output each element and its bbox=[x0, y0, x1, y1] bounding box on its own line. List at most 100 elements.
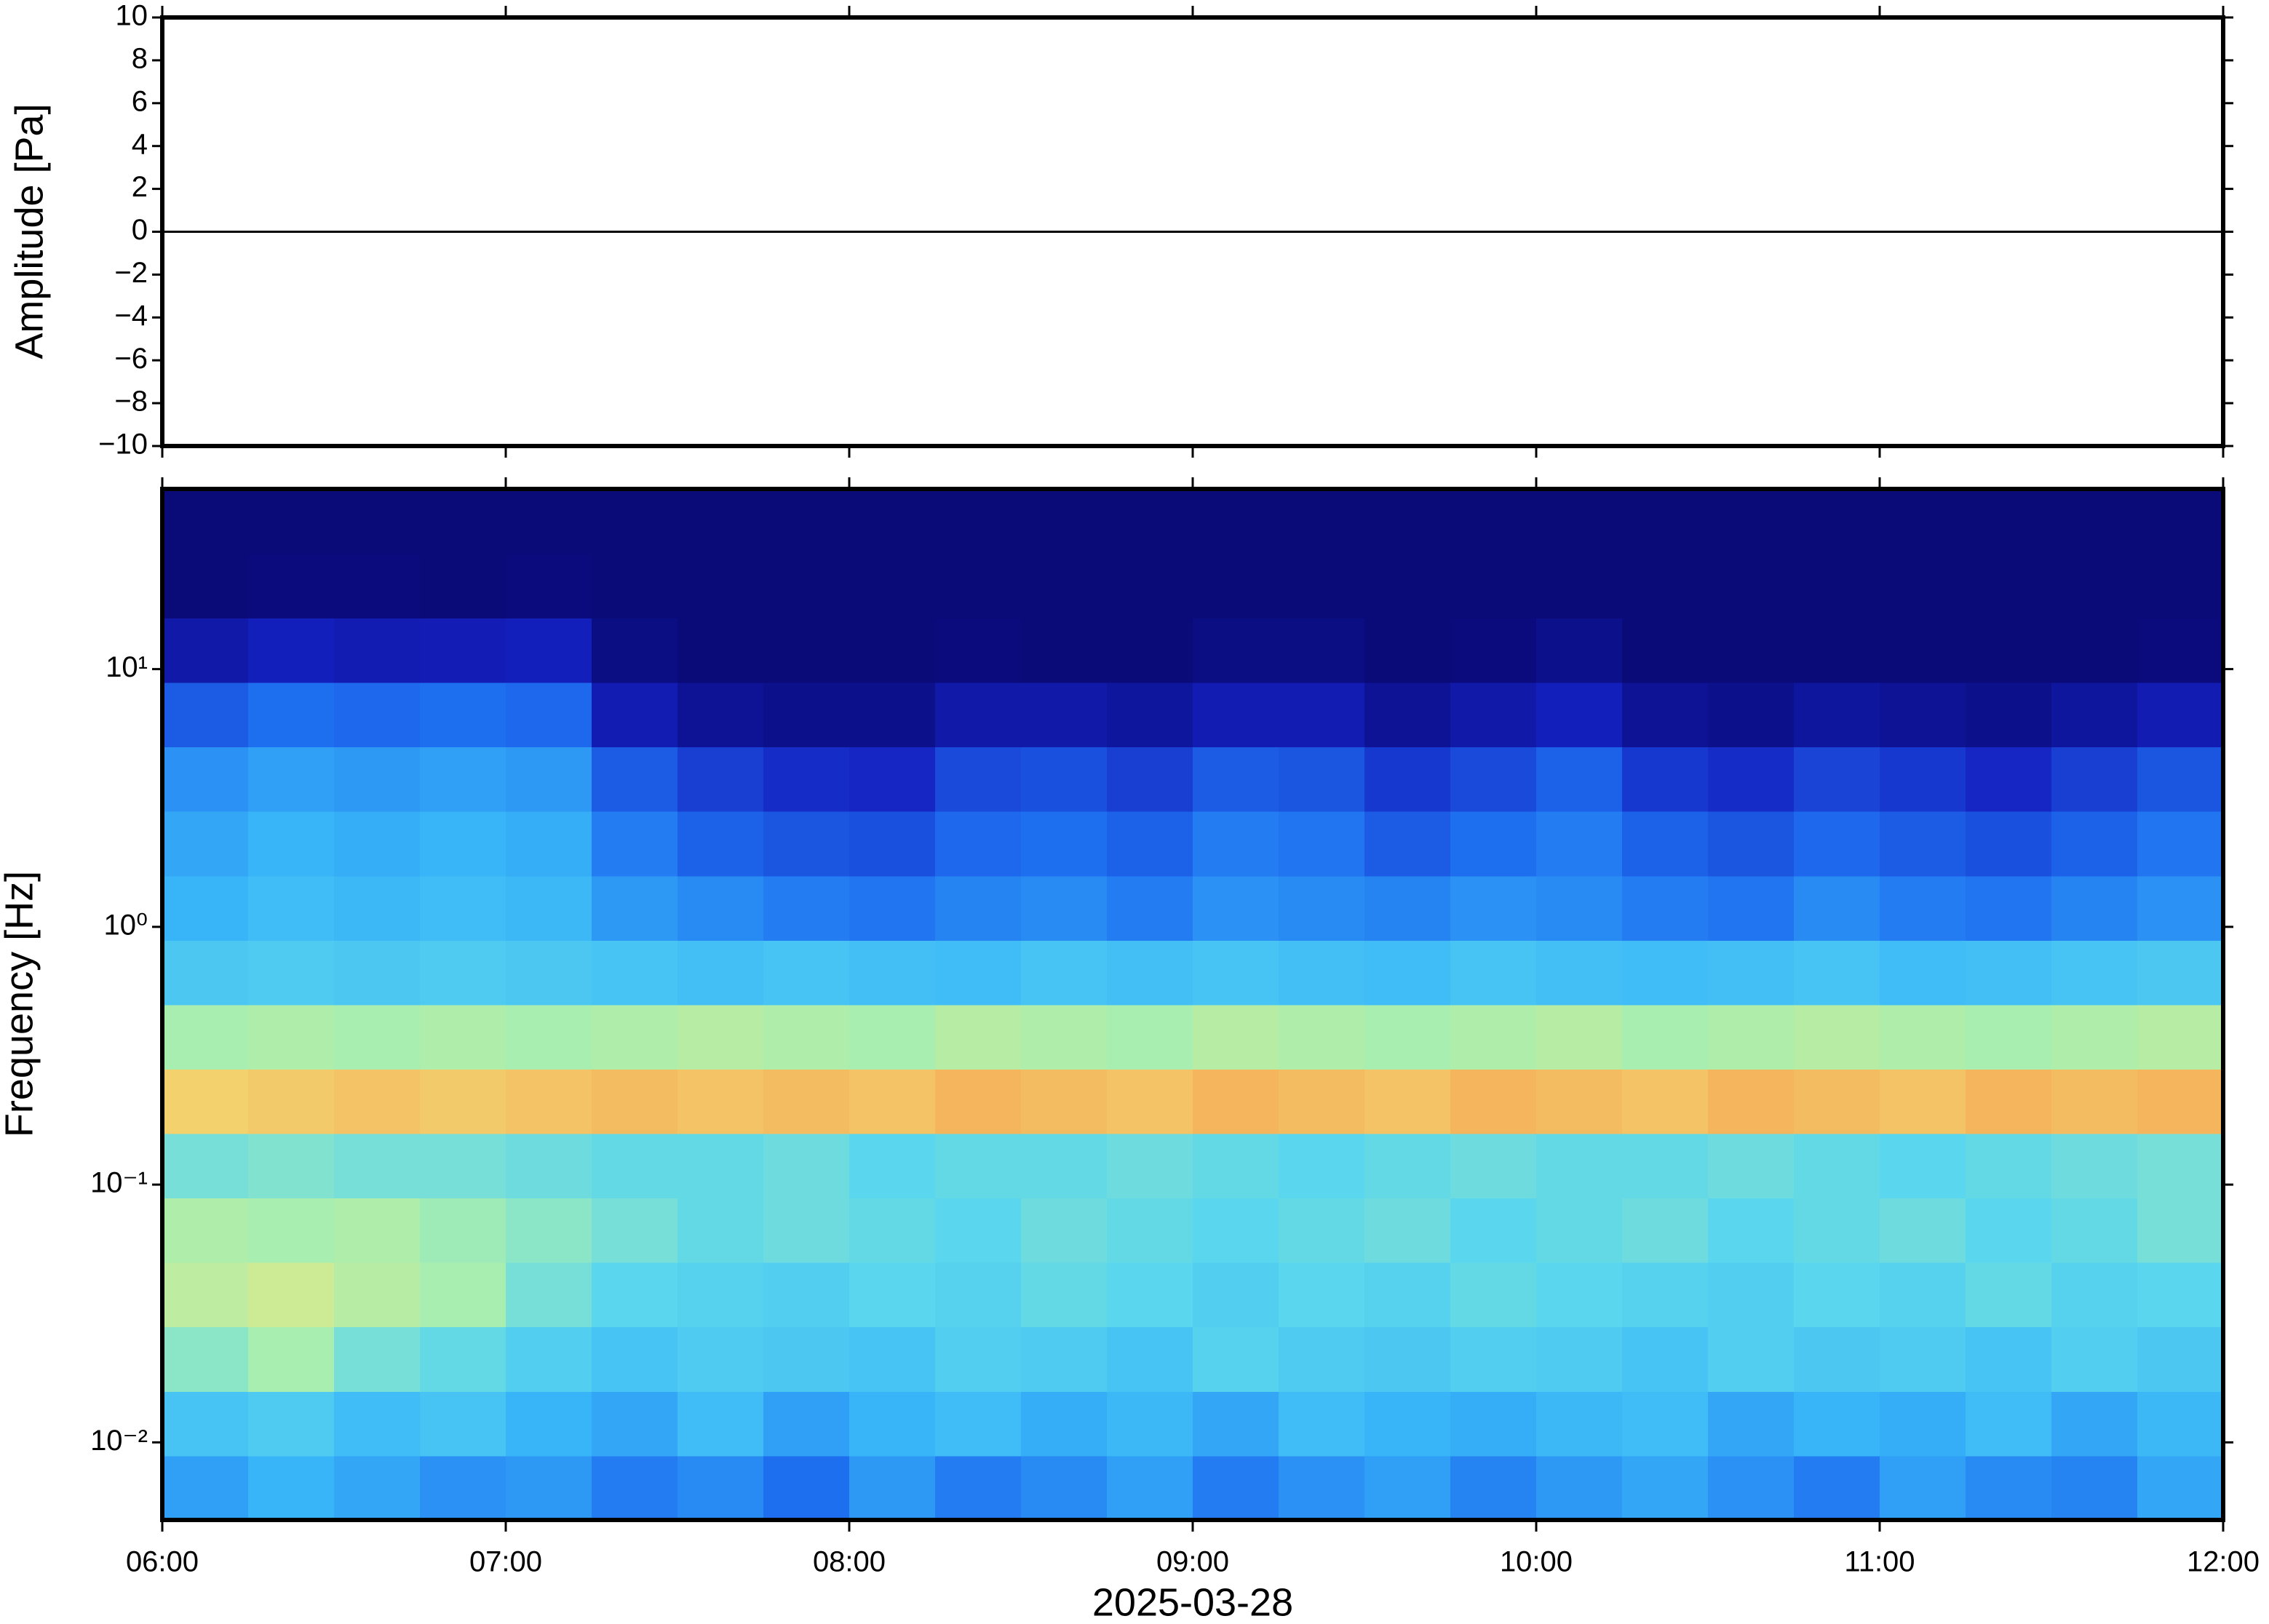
heat-cell bbox=[1536, 1390, 1623, 1457]
heat-cell bbox=[420, 875, 506, 941]
heat-cell bbox=[763, 1262, 850, 1328]
heat-cell bbox=[334, 1262, 421, 1328]
heat-cell bbox=[1880, 939, 1966, 1006]
heat-cell bbox=[1622, 682, 1709, 748]
heat-cell bbox=[1279, 1262, 1365, 1328]
heat-cell bbox=[1880, 1133, 1966, 1199]
heat-cell bbox=[677, 618, 764, 683]
heat-cell bbox=[162, 1069, 249, 1134]
heat-cell bbox=[592, 1069, 678, 1134]
heat-cell bbox=[334, 1004, 421, 1070]
heat-cell bbox=[334, 1455, 421, 1521]
heat-cell bbox=[935, 747, 1022, 812]
heat-cell bbox=[334, 1133, 421, 1199]
heat-cell bbox=[763, 811, 850, 877]
heat-cell bbox=[420, 1390, 506, 1457]
heat-cell bbox=[849, 1004, 936, 1070]
heat-cell bbox=[1107, 1326, 1193, 1392]
heat-cell bbox=[763, 618, 850, 683]
heat-cell bbox=[935, 1262, 1022, 1328]
heat-cell bbox=[420, 682, 506, 748]
heat-cell bbox=[677, 1455, 764, 1521]
heat-cell bbox=[2137, 1069, 2224, 1134]
heat-cell bbox=[1279, 1069, 1365, 1134]
heat-cell bbox=[1279, 811, 1365, 877]
heat-cell bbox=[1794, 618, 1880, 683]
heat-cell bbox=[2137, 1455, 2224, 1521]
heat-cell bbox=[2137, 1262, 2224, 1328]
heat-cell bbox=[1021, 553, 1108, 619]
heat-cell bbox=[1364, 1326, 1451, 1392]
heat-cell bbox=[1966, 811, 2052, 877]
heat-cell bbox=[1622, 1069, 1709, 1134]
heat-cell bbox=[763, 1004, 850, 1070]
heat-cell bbox=[1279, 489, 1365, 554]
heat-cell bbox=[162, 1455, 249, 1521]
heat-cell bbox=[1708, 1004, 1795, 1070]
heat-cell bbox=[1708, 939, 1795, 1006]
heat-cell bbox=[1622, 811, 1709, 877]
heat-cell bbox=[1450, 1004, 1537, 1070]
heat-cell bbox=[1021, 939, 1108, 1006]
heat-cell bbox=[334, 1069, 421, 1134]
heat-cell bbox=[849, 1262, 936, 1328]
heat-cell bbox=[935, 1133, 1022, 1199]
heat-cell bbox=[1021, 1004, 1108, 1070]
heat-cell bbox=[1622, 1133, 1709, 1199]
y-tick-label: 10 bbox=[116, 0, 148, 32]
heat-cell bbox=[1193, 747, 1279, 812]
heat-cell bbox=[506, 811, 592, 877]
heat-cell bbox=[420, 1326, 506, 1392]
heat-cell bbox=[592, 1326, 678, 1392]
heat-cell bbox=[1708, 811, 1795, 877]
heat-cell bbox=[1794, 489, 1880, 554]
heat-cell bbox=[1279, 682, 1365, 748]
x-tick-label: 08:00 bbox=[813, 1546, 886, 1578]
heat-cell bbox=[420, 1069, 506, 1134]
heat-cell bbox=[1794, 553, 1880, 619]
heat-cell bbox=[2137, 875, 2224, 941]
heat-cell bbox=[1364, 1262, 1451, 1328]
heat-cell bbox=[592, 1390, 678, 1457]
heat-cell bbox=[1193, 875, 1279, 941]
heat-cell bbox=[1966, 939, 2052, 1006]
heat-cell bbox=[1193, 1198, 1279, 1263]
heat-cell bbox=[1364, 1198, 1451, 1263]
x-tick-label: 12:00 bbox=[2187, 1546, 2260, 1578]
heat-cell bbox=[506, 1262, 592, 1328]
heat-cell bbox=[935, 1455, 1022, 1521]
heat-cell bbox=[1364, 489, 1451, 554]
heat-cell bbox=[506, 553, 592, 619]
heat-cell bbox=[2137, 618, 2224, 683]
heat-cell bbox=[1193, 1004, 1279, 1070]
heat-cell bbox=[420, 747, 506, 812]
heat-cell bbox=[1193, 553, 1279, 619]
heat-cell bbox=[1880, 811, 1966, 877]
heat-cell bbox=[1880, 1326, 1966, 1392]
heat-cell bbox=[506, 875, 592, 941]
heat-cell bbox=[1364, 682, 1451, 748]
heat-cell bbox=[334, 553, 421, 619]
heat-cell bbox=[1966, 618, 2052, 683]
heat-cell bbox=[1193, 1455, 1279, 1521]
heat-cell bbox=[849, 553, 936, 619]
heat-cell bbox=[1107, 1455, 1193, 1521]
heat-cell bbox=[1622, 618, 1709, 683]
y-tick-label: 0 bbox=[132, 214, 148, 246]
heat-cell bbox=[1880, 1455, 1966, 1521]
heat-cell bbox=[334, 618, 421, 683]
heat-cell bbox=[162, 1004, 249, 1070]
heat-cell bbox=[506, 1133, 592, 1199]
heat-cell bbox=[506, 1326, 592, 1392]
heat-cell bbox=[506, 1455, 592, 1521]
heat-cell bbox=[1966, 747, 2052, 812]
heat-cell bbox=[2051, 489, 2138, 554]
heat-cell bbox=[420, 1004, 506, 1070]
y-tick-label: 8 bbox=[132, 42, 148, 74]
heat-cell bbox=[420, 1455, 506, 1521]
heat-cell bbox=[1536, 875, 1623, 941]
heat-cell bbox=[1794, 1390, 1880, 1457]
heat-cell bbox=[849, 1455, 936, 1521]
heat-cell bbox=[1536, 1198, 1623, 1263]
heat-cell bbox=[1708, 489, 1795, 554]
